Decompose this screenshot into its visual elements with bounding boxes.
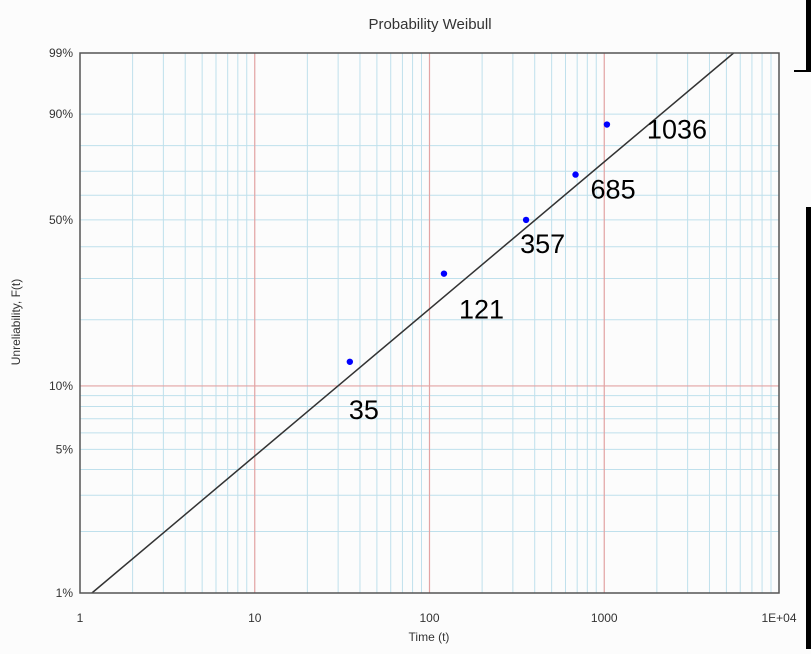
data-point bbox=[522, 216, 530, 224]
weibull-fit-line bbox=[91, 52, 735, 594]
data-points bbox=[346, 121, 611, 365]
data-point bbox=[440, 270, 448, 277]
edge-artifact-top bbox=[806, 0, 811, 72]
x-tick-label: 100 bbox=[419, 611, 439, 625]
fit-line bbox=[91, 52, 735, 594]
data-point bbox=[346, 358, 354, 365]
y-tick-label: 10% bbox=[49, 379, 73, 393]
x-tick-label: 10 bbox=[248, 611, 262, 625]
x-axis-tick-labels: 1 10 100 1000 1E+04 bbox=[77, 611, 797, 625]
data-point bbox=[603, 121, 611, 128]
edge-artifact-tick bbox=[794, 70, 811, 72]
y-tick-label: 99% bbox=[49, 46, 73, 60]
y-tick-label: 1% bbox=[56, 586, 74, 600]
x-tick-label: 1000 bbox=[591, 611, 618, 625]
minor-gridlines bbox=[80, 53, 779, 593]
y-axis-label: Unreliability, F(t) bbox=[9, 279, 23, 365]
y-tick-label: 90% bbox=[49, 107, 73, 121]
point-annotations: 35 121 357 685 1036 bbox=[349, 115, 707, 425]
data-point bbox=[572, 171, 579, 178]
point-annotation-label: 121 bbox=[459, 295, 504, 325]
y-tick-label: 50% bbox=[49, 213, 73, 227]
point-annotation-label: 35 bbox=[349, 395, 379, 425]
x-tick-label: 1E+04 bbox=[761, 611, 796, 625]
y-axis-tick-labels: 1% 5% 10% 50% 90% 99% bbox=[49, 46, 73, 600]
x-axis-label: Time (t) bbox=[409, 630, 450, 644]
y-tick-label: 5% bbox=[56, 442, 74, 456]
plot-border bbox=[79, 52, 780, 594]
point-annotation-label: 1036 bbox=[647, 115, 707, 145]
point-annotation-label: 685 bbox=[591, 175, 636, 205]
edge-artifact-bottom bbox=[806, 207, 811, 649]
major-gridlines bbox=[80, 53, 779, 593]
point-annotation-label: 357 bbox=[520, 229, 565, 259]
x-tick-label: 1 bbox=[77, 611, 84, 625]
chart-title: Probability Weibull bbox=[368, 16, 491, 33]
